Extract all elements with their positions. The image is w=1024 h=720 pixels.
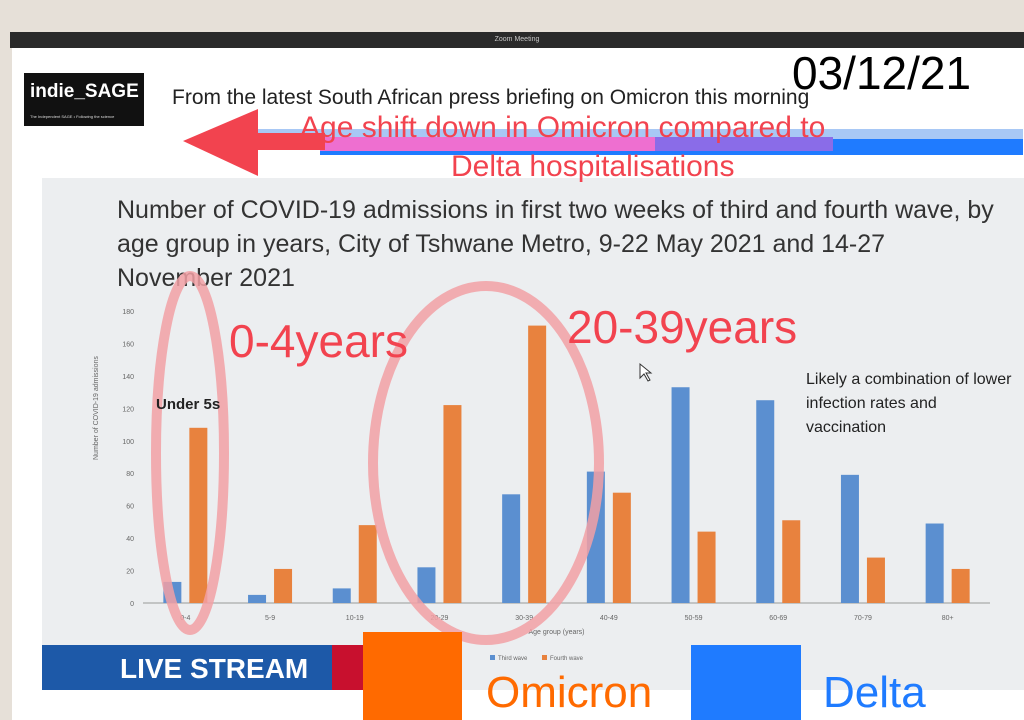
bar-third-wave: [248, 594, 267, 603]
x-tick-label: 40-49: [600, 615, 618, 622]
x-tick-label: 0-4: [180, 615, 190, 622]
arrow-shaft-pink: [320, 137, 655, 151]
slide-header: From the latest South African press brie…: [172, 86, 810, 109]
logo-name: indie_SAGE: [30, 81, 139, 102]
highlight-ellipse-20-39: [368, 281, 604, 645]
legend-label: Third wave: [498, 656, 528, 662]
date-label: 03/12/21: [792, 47, 972, 99]
y-tick-label: 80: [126, 471, 134, 478]
bar-third-wave: [840, 474, 859, 603]
annotation-20-39-years: 20-39years: [567, 301, 798, 353]
y-tick-label: 0: [130, 601, 134, 608]
bar-third-wave: [756, 400, 775, 603]
omicron-label: Omicron: [486, 668, 653, 717]
y-tick-label: 40: [126, 536, 134, 543]
legend-swatch: [542, 655, 547, 660]
bar-third-wave: [925, 523, 944, 603]
bar-third-wave: [332, 588, 351, 603]
bar-fourth-wave: [951, 568, 970, 603]
omicron-color-swatch: [363, 632, 462, 720]
x-tick-label: 50-59: [685, 615, 703, 622]
x-tick-label: 5-9: [265, 615, 275, 622]
live-stream-stripe: [332, 645, 364, 690]
bar-fourth-wave: [274, 568, 293, 603]
y-tick-label: 140: [122, 374, 134, 381]
zoom-title-bar: Zoom Meeting: [10, 32, 1024, 48]
arrow-shaft-violet: [655, 137, 833, 151]
bar-fourth-wave: [528, 325, 547, 603]
logo-tagline: The Independent SAGE • Following the sci…: [30, 114, 115, 119]
live-stream-banner: LIVE STREAM: [42, 645, 364, 690]
bar-fourth-wave: [782, 520, 801, 603]
y-tick-label: 100: [122, 439, 134, 446]
bar-fourth-wave: [189, 427, 208, 603]
bar-fourth-wave: [612, 492, 631, 603]
chart-title: Number of COVID-19 admissions in first t…: [117, 196, 994, 292]
x-tick-label: 70-79: [854, 615, 872, 622]
delta-label: Delta: [823, 668, 926, 717]
y-tick-label: 180: [122, 309, 134, 316]
highlight-ellipse-0-4: [151, 271, 229, 635]
bar-third-wave: [502, 494, 521, 603]
under-5s-label: Under 5s: [156, 396, 221, 413]
legend-swatch: [490, 655, 495, 660]
arrow-left-icon: [183, 109, 258, 176]
y-tick-label: 160: [122, 341, 134, 348]
arrow-shaft-red: [245, 133, 325, 150]
bar-third-wave: [671, 387, 690, 603]
annotation-0-4-years: 0-4years: [229, 315, 408, 367]
mouse-cursor-icon: [639, 362, 653, 382]
y-axis-title: Number of COVID-19 admissions: [93, 356, 100, 460]
x-axis-title: Age group (years): [528, 629, 584, 636]
bar-fourth-wave: [697, 531, 716, 603]
y-tick-label: 60: [126, 504, 134, 511]
y-tick-label: 20: [126, 569, 134, 576]
indie-sage-logo: indie_SAGE The Independent SAGE • Follow…: [24, 73, 144, 126]
bar-third-wave: [417, 567, 436, 603]
delta-color-swatch: [691, 645, 801, 720]
bar-fourth-wave: [358, 525, 377, 603]
x-tick-label: 60-69: [769, 615, 787, 622]
x-tick-label: 10-19: [346, 615, 364, 622]
annotation-line-2: Delta hospitalisations: [451, 150, 735, 183]
x-tick-label: 80+: [942, 615, 954, 622]
legend-label: Fourth wave: [550, 656, 584, 662]
annotation-line-1: Age shift down in Omicron compared to: [300, 111, 826, 144]
x-tick-label: 30-39: [515, 615, 533, 622]
live-stream-text: LIVE STREAM: [120, 653, 309, 684]
bar-fourth-wave: [866, 557, 885, 603]
y-tick-label: 120: [122, 406, 134, 413]
explanation-note: Likely a combination of lower infection …: [806, 371, 1012, 436]
bar-fourth-wave: [443, 405, 462, 603]
